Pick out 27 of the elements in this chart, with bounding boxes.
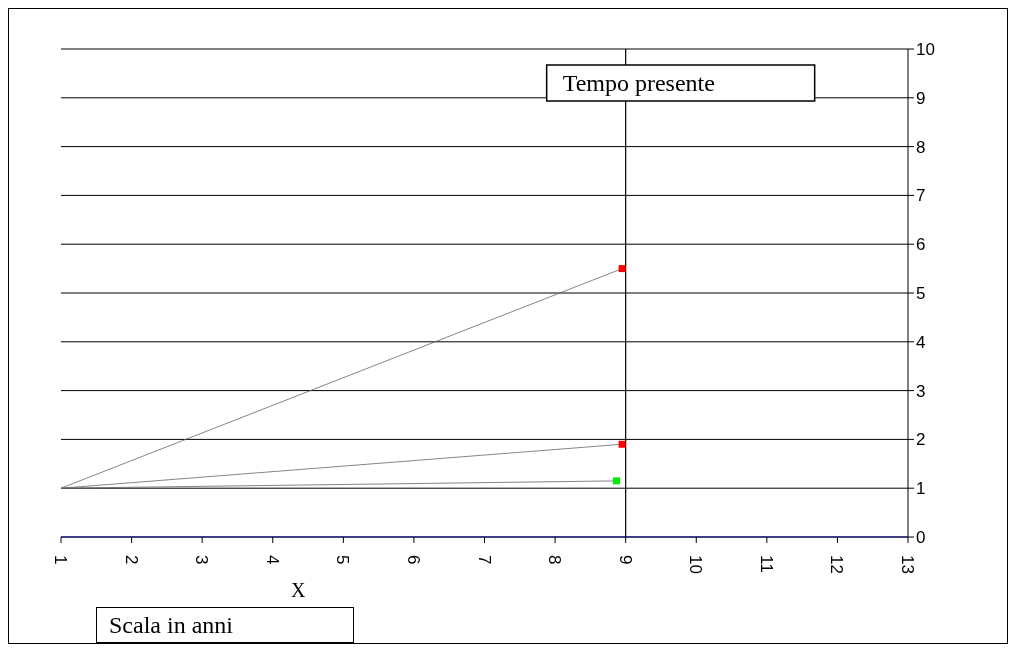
y-tick-label: 10 (916, 40, 935, 60)
y-tick-label: 4 (916, 332, 926, 352)
y-tick-label: 3 (916, 381, 926, 401)
y-tick-label: 8 (916, 137, 926, 157)
x-tick-label: 8 (545, 555, 565, 565)
x-tick-label: 7 (474, 555, 494, 565)
y-tick-label: 1 (916, 479, 926, 499)
x-tick-label: 4 (262, 555, 282, 565)
x-tick-label: 9 (615, 555, 635, 565)
x-tick-label: 13 (898, 555, 918, 574)
y-tick-label: 7 (916, 186, 926, 206)
text: Scala in anni (96, 607, 354, 643)
y-tick-label: 0 (916, 528, 926, 548)
y-tick-label: 2 (916, 430, 926, 450)
ref-line-label: Tempo presente (562, 70, 715, 96)
y-tick-label: 6 (916, 235, 926, 255)
x-tick-label: 3 (192, 555, 212, 565)
x-tick-label: 5 (333, 555, 353, 565)
x-tick-label: 2 (121, 555, 141, 565)
x-axis-title: X (291, 579, 306, 601)
x-tick-label: 6 (403, 555, 423, 565)
x-tick-label: 11 (756, 555, 776, 573)
y-tick-label: 9 (916, 88, 926, 108)
x-tick-label: 10 (686, 555, 706, 574)
x-tick-label: 1 (51, 555, 71, 565)
y-tick-label: 5 (916, 284, 926, 304)
x-tick-label: 12 (827, 555, 847, 574)
